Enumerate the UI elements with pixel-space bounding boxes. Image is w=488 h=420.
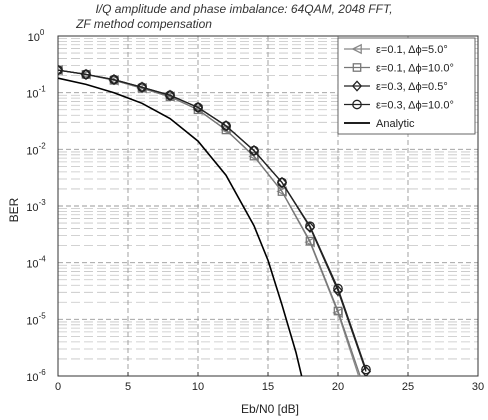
- data-point: [58, 65, 63, 75]
- chart-title-line-1: I/Q amplitude and phase imbalance: 64QAM…: [95, 2, 393, 16]
- data-point: [109, 74, 119, 85]
- y-tick-exponent: -6: [39, 368, 47, 377]
- legend-item: ε=0.3, Δϕ=0.5°: [344, 80, 448, 93]
- y-tick-base: 10: [26, 259, 38, 271]
- y-tick-label: 10-5: [26, 311, 46, 327]
- data-point: [249, 151, 259, 161]
- x-axis-label: Eb/N0 [dB]: [241, 402, 299, 416]
- x-tick-label: 20: [332, 381, 344, 393]
- series-3: [58, 65, 371, 375]
- x-tick-label: 0: [55, 381, 61, 393]
- legend-item: ε=0.1, Δϕ=5.0°: [344, 43, 448, 56]
- legend-marker: [351, 43, 362, 55]
- y-tick-base: 10: [26, 145, 38, 157]
- x-tick-label: 15: [262, 381, 274, 393]
- data-point: [137, 82, 147, 93]
- y-tick-label: 10-4: [26, 255, 46, 271]
- y-tick-label: 10-6: [26, 368, 46, 384]
- legend-item: Analytic: [344, 118, 415, 130]
- y-tick-exponent: -4: [39, 255, 47, 264]
- chart-title-line-2: ZF method compensation: [76, 17, 212, 31]
- series-line: [58, 77, 320, 376]
- data-point: [305, 236, 315, 246]
- x-tick-label: 30: [472, 381, 484, 393]
- data-point: [249, 145, 259, 156]
- y-tick-base: 10: [26, 372, 38, 384]
- legend-marker: [352, 63, 362, 72]
- data-point: [304, 221, 316, 234]
- y-tick-label: 10-2: [26, 141, 46, 157]
- data-point: [333, 283, 343, 294]
- legend-item: ε=0.3, Δϕ=10.0°: [344, 100, 454, 112]
- y-tick-exponent: -1: [39, 85, 47, 94]
- y-tick-exponent: -2: [39, 141, 47, 150]
- x-tick-label: 10: [192, 381, 204, 393]
- data-point: [165, 90, 175, 101]
- data-point: [58, 64, 64, 76]
- data-point: [361, 364, 371, 375]
- data-point: [332, 285, 344, 297]
- y-tick-exponent: -3: [39, 198, 47, 207]
- data-point: [333, 306, 343, 316]
- legend-marker: [352, 99, 362, 110]
- legend-marker: [351, 80, 363, 92]
- legend: ε=0.1, Δϕ=5.0° ε=0.1, Δϕ=10.0° ε=0.3, Δϕ=0…: [337, 37, 476, 135]
- y-axis-label: BER: [7, 197, 21, 222]
- x-tick-label: 25: [402, 381, 414, 393]
- y-tick-label: 100: [28, 28, 45, 44]
- legend-label: ε=0.3, Δϕ=0.5°: [376, 81, 448, 93]
- data-point: [81, 69, 91, 80]
- data-point: [362, 389, 369, 396]
- data-point: [360, 365, 372, 376]
- x-tick-label: 5: [125, 381, 131, 393]
- y-tick-exponent: 0: [40, 28, 45, 37]
- y-tick-base: 10: [26, 89, 38, 101]
- data-point: [305, 221, 315, 232]
- y-tick-base: 10: [26, 315, 38, 327]
- data-point: [277, 177, 287, 188]
- data-point: [221, 120, 231, 131]
- y-tick-base: 10: [28, 32, 40, 44]
- data-point: [193, 102, 203, 113]
- legend-label: ε=0.1, Δϕ=5.0°: [376, 44, 448, 56]
- series-lines: [58, 64, 372, 402]
- y-tick-label: 10-1: [26, 85, 46, 101]
- y-tick-exponent: -5: [39, 311, 47, 320]
- legend-label: ε=0.3, Δϕ=10.0°: [376, 100, 454, 112]
- data-point: [362, 394, 370, 402]
- y-tick-label: 10-3: [26, 198, 46, 214]
- legend-label: Analytic: [376, 118, 415, 130]
- y-tick-base: 10: [26, 202, 38, 214]
- legend-label: ε=0.1, Δϕ=10.0°: [376, 63, 454, 75]
- series-4: [58, 77, 320, 376]
- legend-item: ε=0.1, Δϕ=10.0°: [344, 63, 454, 75]
